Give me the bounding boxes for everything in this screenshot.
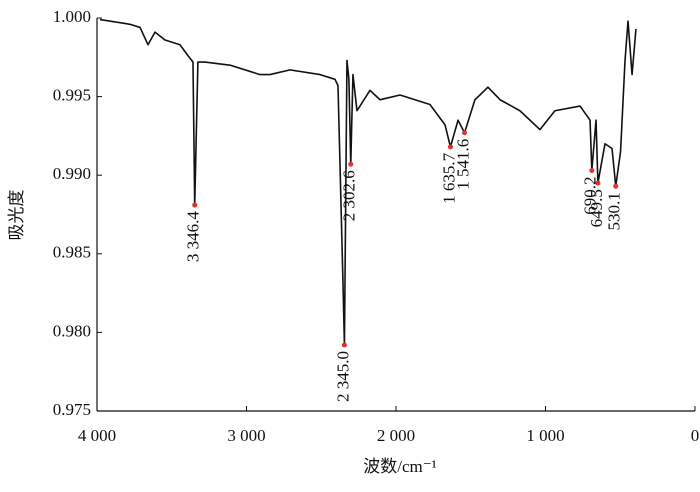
peak-label: 1 541.6 <box>453 139 472 190</box>
peak-label: 2 302.6 <box>340 170 359 221</box>
spectrum-line <box>99 18 637 346</box>
x-axis-label: 波数/cm⁻¹ <box>363 457 437 476</box>
y-tick-label: 1.000 <box>53 7 91 26</box>
peak-label: 1 635.7 <box>439 152 458 204</box>
peak-label: 649.5 <box>587 189 606 227</box>
y-axis-label: 吸光度 <box>7 190 26 241</box>
y-tick-label: 0.975 <box>53 400 91 419</box>
y-tick-label: 0.990 <box>53 164 91 183</box>
peak-marker <box>462 130 468 136</box>
peak-label: 3 346.4 <box>184 211 203 263</box>
y-tick-label: 0.995 <box>53 86 91 105</box>
peak-marker <box>341 342 347 348</box>
peak-marker <box>192 202 198 208</box>
x-tick-label: 4 000 <box>78 426 116 445</box>
y-tick-label: 0.985 <box>53 243 91 262</box>
peak-marker <box>595 180 601 186</box>
y-tick-label: 0.980 <box>53 321 91 340</box>
x-tick-label: 1 000 <box>526 426 564 445</box>
peak-label: 690.2 <box>581 176 600 214</box>
peak-label: 2 345.0 <box>333 351 352 402</box>
peak-marker <box>613 183 619 189</box>
x-tick-label: 0 <box>691 426 700 445</box>
peak-label: 530.1 <box>605 192 624 230</box>
peak-marker <box>447 144 453 150</box>
x-tick-label: 3 000 <box>227 426 265 445</box>
peak-marker <box>589 167 595 173</box>
x-tick-label: 2 000 <box>377 426 415 445</box>
peak-marker <box>348 161 354 167</box>
